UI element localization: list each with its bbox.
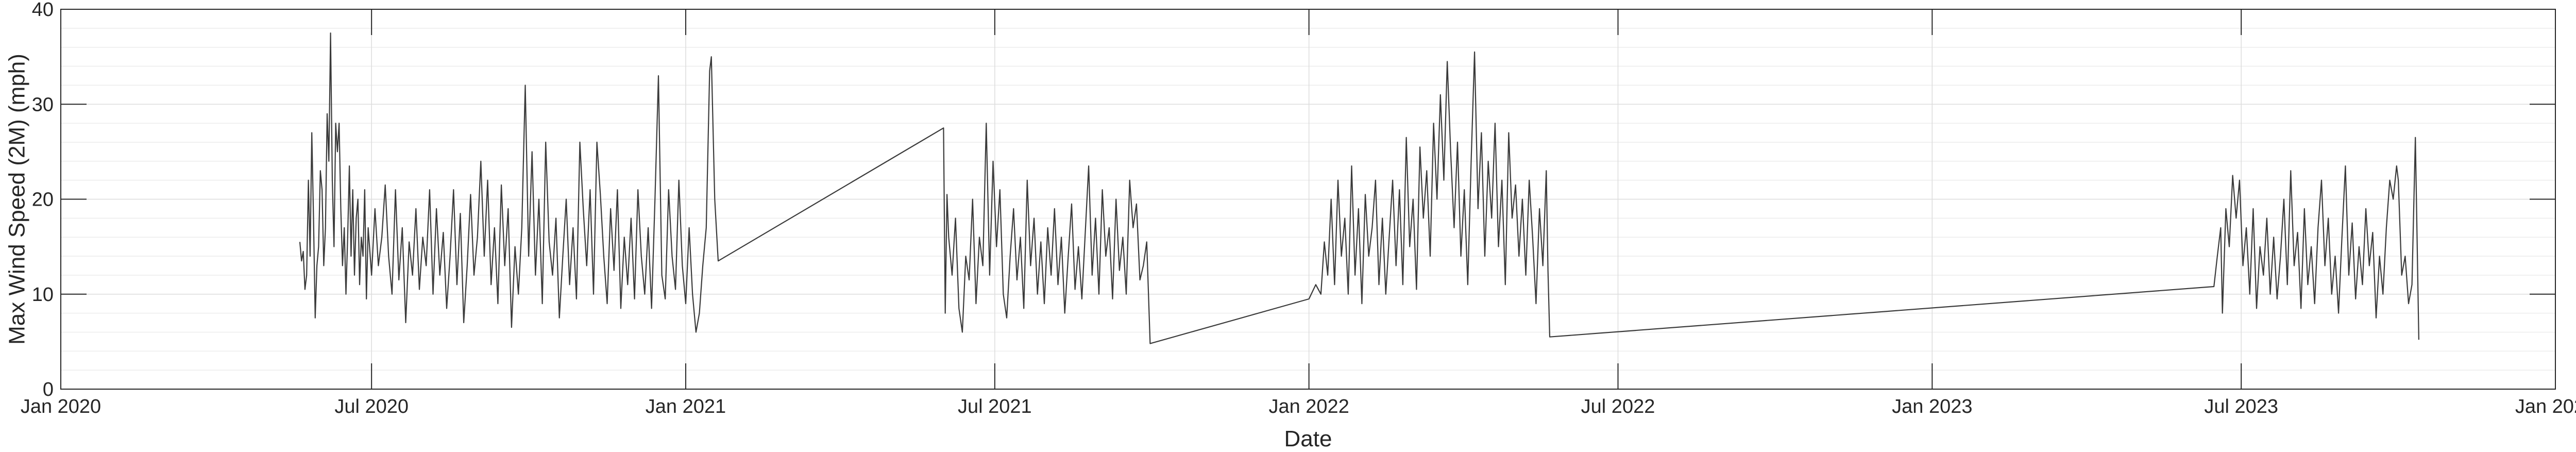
x-tick-labels: Jan 2020 Jul 2020 Jan 2021 Jul 2021 Jan 2022… bbox=[21, 396, 2576, 417]
y-tick-label: 0 bbox=[43, 379, 54, 400]
series-line bbox=[299, 32, 2419, 344]
x-tick-label: Jul 2023 bbox=[2204, 396, 2278, 417]
x-axis-label: Date bbox=[1284, 426, 1332, 451]
axis-ticks bbox=[60, 9, 2556, 390]
x-tick-label: Jan 2023 bbox=[1892, 396, 1972, 417]
x-tick-label: Jul 2020 bbox=[334, 396, 409, 417]
y-tick-label: 10 bbox=[32, 284, 54, 306]
y-tick-label: 20 bbox=[32, 189, 54, 211]
x-tick-label: Jan 2020 bbox=[21, 396, 101, 417]
minor-grid bbox=[61, 28, 2555, 371]
x-tick-label: Jan 2024 bbox=[2515, 396, 2576, 417]
y-axis-label: Max Wind Speed (2M) (mph) bbox=[5, 54, 30, 345]
y-tick-labels: 0 10 20 30 40 bbox=[32, 0, 54, 400]
series-layer bbox=[299, 32, 2419, 344]
x-tick-label: Jul 2021 bbox=[958, 396, 1032, 417]
y-tick-label: 40 bbox=[32, 0, 54, 21]
x-tick-label: Jan 2022 bbox=[1268, 396, 1349, 417]
y-tick-label: 30 bbox=[32, 94, 54, 115]
x-tick-label: Jan 2021 bbox=[646, 396, 726, 417]
x-tick-label: Jul 2022 bbox=[1581, 396, 1655, 417]
